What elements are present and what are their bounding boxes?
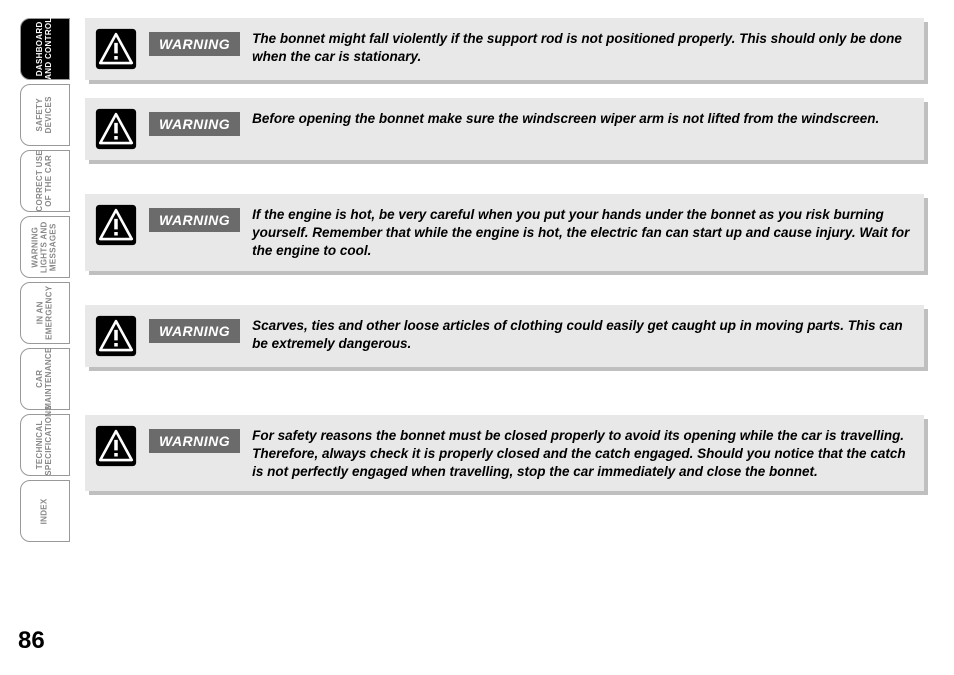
page-number: 86: [18, 627, 45, 655]
sidebar-tab[interactable]: WARNING LIGHTS AND MESSAGES: [20, 216, 70, 278]
sidebar-tab-label: CORRECT USE OF THE CAR: [36, 150, 54, 212]
warning-box: WARNING For safety reasons the bonnet mus…: [85, 415, 924, 492]
sidebar-tab-label: SAFETY DEVICES: [36, 91, 54, 139]
warning-triangle-icon: [95, 28, 137, 70]
warning-box: WARNING Before opening the bonnet make su…: [85, 98, 924, 160]
sidebar-tab[interactable]: SAFETY DEVICES: [20, 84, 70, 146]
sidebar-tab-label: IN AN EMERGENCY: [36, 286, 54, 340]
sidebar-tab[interactable]: TECHNICAL SPECIFICATIONS: [20, 414, 70, 476]
spacer: [85, 160, 924, 194]
sidebar-tab-label: CAR MAINTENANCE: [36, 348, 54, 410]
warning-triangle-icon: [95, 108, 137, 150]
spacer: [85, 80, 924, 98]
warning-badge: WARNING: [149, 32, 240, 56]
sidebar-tab-label: WARNING LIGHTS AND MESSAGES: [32, 221, 58, 273]
sidebar-tab[interactable]: INDEX: [20, 480, 70, 542]
sidebar-tab-label: TECHNICAL SPECIFICATIONS: [36, 414, 54, 476]
warning-box: WARNING The bonnet might fall violently i…: [85, 18, 924, 80]
warning-badge: WARNING: [149, 112, 240, 136]
warning-triangle-icon: [95, 425, 137, 467]
warning-triangle-icon: [95, 315, 137, 357]
warning-text: If the engine is hot, be very careful wh…: [252, 204, 910, 261]
warning-text: For safety reasons the bonnet must be cl…: [252, 425, 910, 482]
warning-content: WARNING The bonnet might fall violently i…: [85, 18, 924, 509]
sidebar-tab[interactable]: CAR MAINTENANCE: [20, 348, 70, 410]
warning-box: WARNING If the engine is hot, be very car…: [85, 194, 924, 271]
spacer: [85, 367, 924, 415]
sidebar-tab-label: INDEX: [41, 487, 50, 535]
warning-text: Scarves, ties and other loose articles o…: [252, 315, 910, 353]
warning-text: The bonnet might fall violently if the s…: [252, 28, 910, 66]
sidebar-tab[interactable]: IN AN EMERGENCY: [20, 282, 70, 344]
warning-box: WARNING Scarves, ties and other loose art…: [85, 305, 924, 367]
sidebar-tab[interactable]: DASHBOARD AND CONTROLS: [20, 18, 70, 80]
sidebar-tab[interactable]: CORRECT USE OF THE CAR: [20, 150, 70, 212]
warning-text: Before opening the bonnet make sure the …: [252, 108, 910, 128]
spacer: [85, 271, 924, 305]
warning-badge: WARNING: [149, 319, 240, 343]
warning-badge: WARNING: [149, 208, 240, 232]
warning-triangle-icon: [95, 204, 137, 246]
sidebar-tabs: DASHBOARD AND CONTROLS SAFETY DEVICES CORR…: [20, 18, 70, 546]
spacer: [85, 491, 924, 509]
sidebar-tab-label: DASHBOARD AND CONTROLS: [36, 18, 54, 80]
warning-badge: WARNING: [149, 429, 240, 453]
